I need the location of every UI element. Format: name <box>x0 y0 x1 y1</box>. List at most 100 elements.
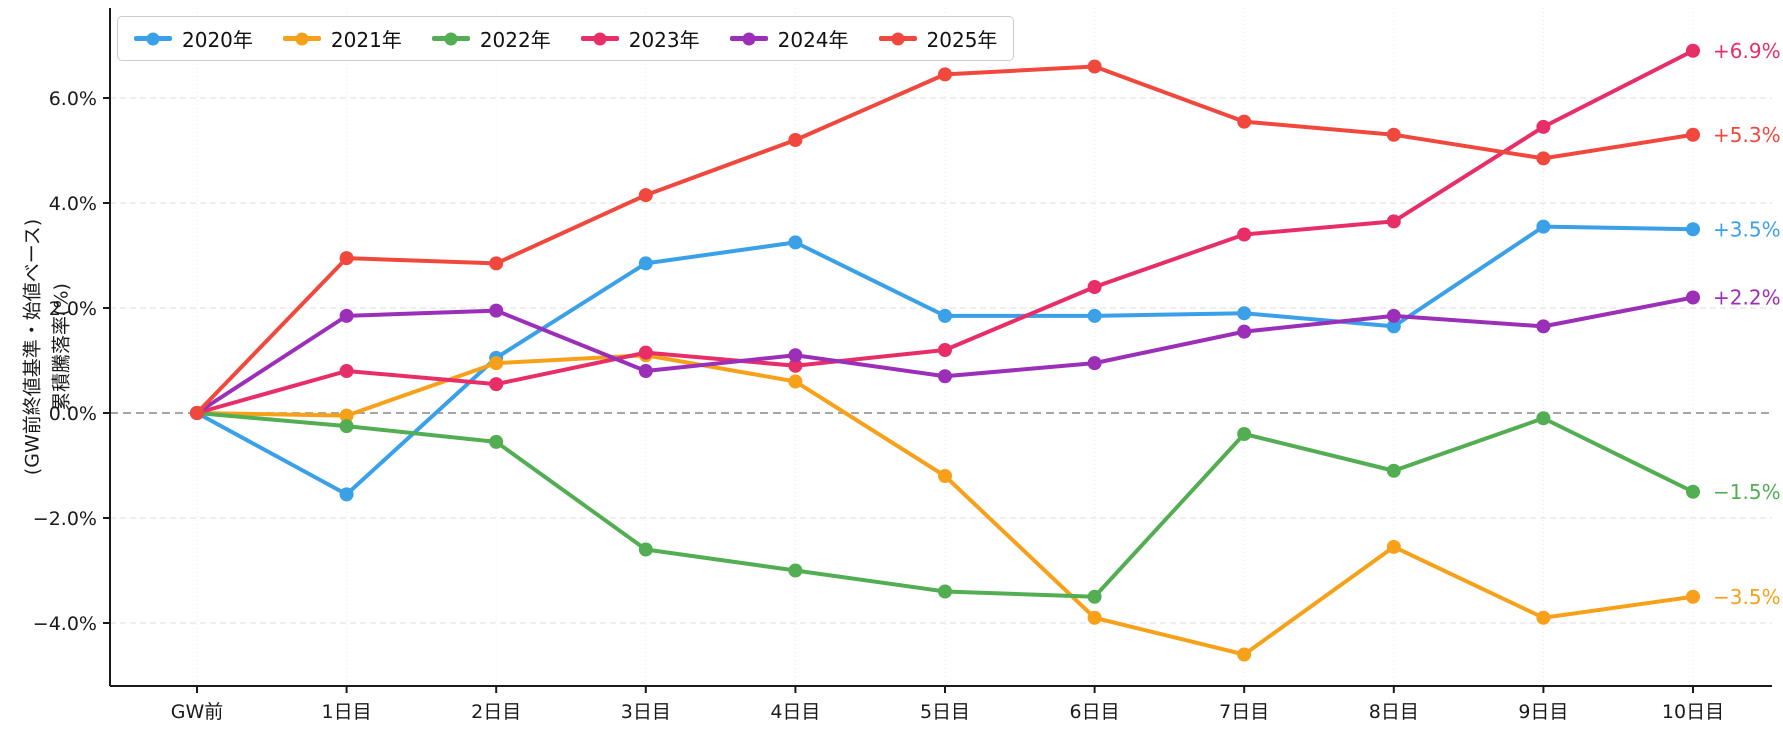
legend-label: 2021年 <box>330 28 402 52</box>
legend-label: 2020年 <box>182 28 253 52</box>
data-point <box>1087 59 1102 74</box>
data-point <box>638 188 653 203</box>
data-point <box>1686 222 1700 237</box>
data-point <box>489 356 504 371</box>
legend-line-marker-icon <box>580 32 619 45</box>
legend-dot-icon <box>444 32 458 45</box>
legend-dot-icon <box>146 32 160 45</box>
data-point <box>1686 589 1700 604</box>
data-point <box>938 343 952 357</box>
data-point <box>638 364 653 378</box>
data-point <box>1087 308 1102 323</box>
legend-label: 2025年 <box>926 28 998 52</box>
data-point <box>489 256 504 271</box>
data-point <box>788 133 803 147</box>
data-point <box>1536 610 1551 625</box>
data-point <box>339 487 354 502</box>
data-point <box>938 584 952 599</box>
data-point <box>938 67 952 82</box>
data-point <box>489 377 504 392</box>
series-line-2023年 <box>195 48 1695 415</box>
y-tick-label: 4.0% <box>49 193 97 215</box>
data-point <box>1386 463 1401 478</box>
data-point <box>489 434 504 449</box>
legend-label: 2024年 <box>777 28 849 52</box>
data-point <box>1386 214 1401 229</box>
legend: 2020年 2021年 2022年 2023年 2024年 2025年 <box>117 16 1015 61</box>
data-point <box>638 345 653 360</box>
data-point <box>1087 356 1102 371</box>
data-point <box>1237 324 1252 339</box>
legend-dot-icon <box>891 32 905 45</box>
legend-line-marker-icon <box>282 32 321 45</box>
x-tick-label: 8日目 <box>1369 701 1419 723</box>
series-end-label-2024年: +2.2% <box>1713 286 1781 310</box>
data-point <box>1686 484 1700 499</box>
data-point <box>638 542 653 557</box>
data-point <box>339 364 354 378</box>
data-point <box>638 256 653 271</box>
legend-item-2022年: 2022年 <box>431 24 551 53</box>
data-point <box>1686 43 1700 58</box>
data-point <box>788 374 803 389</box>
legend-label: 2022年 <box>479 28 551 52</box>
y-axis-title: (GW前終値基準・始値ベース) 累積騰落率(%) <box>19 219 76 475</box>
legend-dot-icon <box>593 32 607 45</box>
data-point <box>1237 114 1252 129</box>
data-point <box>1237 306 1252 321</box>
series-end-label-2023年: +6.9% <box>1713 39 1781 63</box>
legend-label: 2023年 <box>628 28 700 52</box>
data-point <box>1536 319 1551 334</box>
x-tick-label: 1日目 <box>322 701 372 723</box>
y-axis-title-main: 累積騰落率(%) <box>50 283 72 411</box>
data-point <box>1386 127 1401 142</box>
data-point <box>1087 280 1102 294</box>
legend-line-marker-icon <box>729 32 768 45</box>
data-point <box>339 408 354 423</box>
legend-item-2021年: 2021年 <box>282 24 402 53</box>
x-tick-label: 4日目 <box>770 701 820 723</box>
x-tick-label: 6日目 <box>1070 701 1120 723</box>
x-tick-label: 9日目 <box>1518 701 1568 723</box>
y-tick-label: −4.0% <box>33 613 97 635</box>
legend-dot-icon <box>742 32 756 45</box>
x-tick-label: 3日目 <box>621 701 671 723</box>
data-point <box>788 235 803 250</box>
series-line-2025年 <box>195 64 1695 415</box>
data-point <box>1386 539 1401 554</box>
data-point <box>1536 219 1551 234</box>
x-tick-label: 2日目 <box>471 701 521 723</box>
series-end-label-2025年: +5.3% <box>1713 123 1781 147</box>
data-point <box>788 563 803 578</box>
data-point <box>1536 119 1551 134</box>
data-point <box>938 469 952 483</box>
series-end-label-2021年: −3.5% <box>1713 585 1781 609</box>
y-axis-title-sub: (GW前終値基準・始値ベース) <box>21 218 44 476</box>
data-point <box>1237 427 1252 441</box>
series-end-label-2020年: +3.5% <box>1713 217 1781 241</box>
data-point <box>938 369 952 384</box>
legend-item-2025年: 2025年 <box>878 24 998 53</box>
data-point <box>788 358 803 373</box>
x-tick-label: GW前 <box>171 701 224 723</box>
legend-dot-icon <box>295 32 309 45</box>
x-tick-label: 10日目 <box>1662 701 1724 723</box>
data-point <box>1386 319 1401 334</box>
legend-item-2024年: 2024年 <box>729 24 849 53</box>
data-point <box>190 406 204 420</box>
legend-item-2020年: 2020年 <box>134 24 253 53</box>
x-tick-label: 5日目 <box>920 701 970 723</box>
data-point <box>339 419 354 434</box>
data-point <box>1087 589 1102 604</box>
data-point <box>1536 411 1551 426</box>
y-tick-label: 2.0% <box>49 298 97 320</box>
data-point <box>489 303 504 318</box>
data-point <box>1536 151 1551 166</box>
data-point <box>1686 290 1700 305</box>
data-point <box>1686 127 1700 142</box>
data-point <box>1237 647 1252 662</box>
data-point <box>339 308 354 323</box>
data-point <box>1087 610 1102 625</box>
